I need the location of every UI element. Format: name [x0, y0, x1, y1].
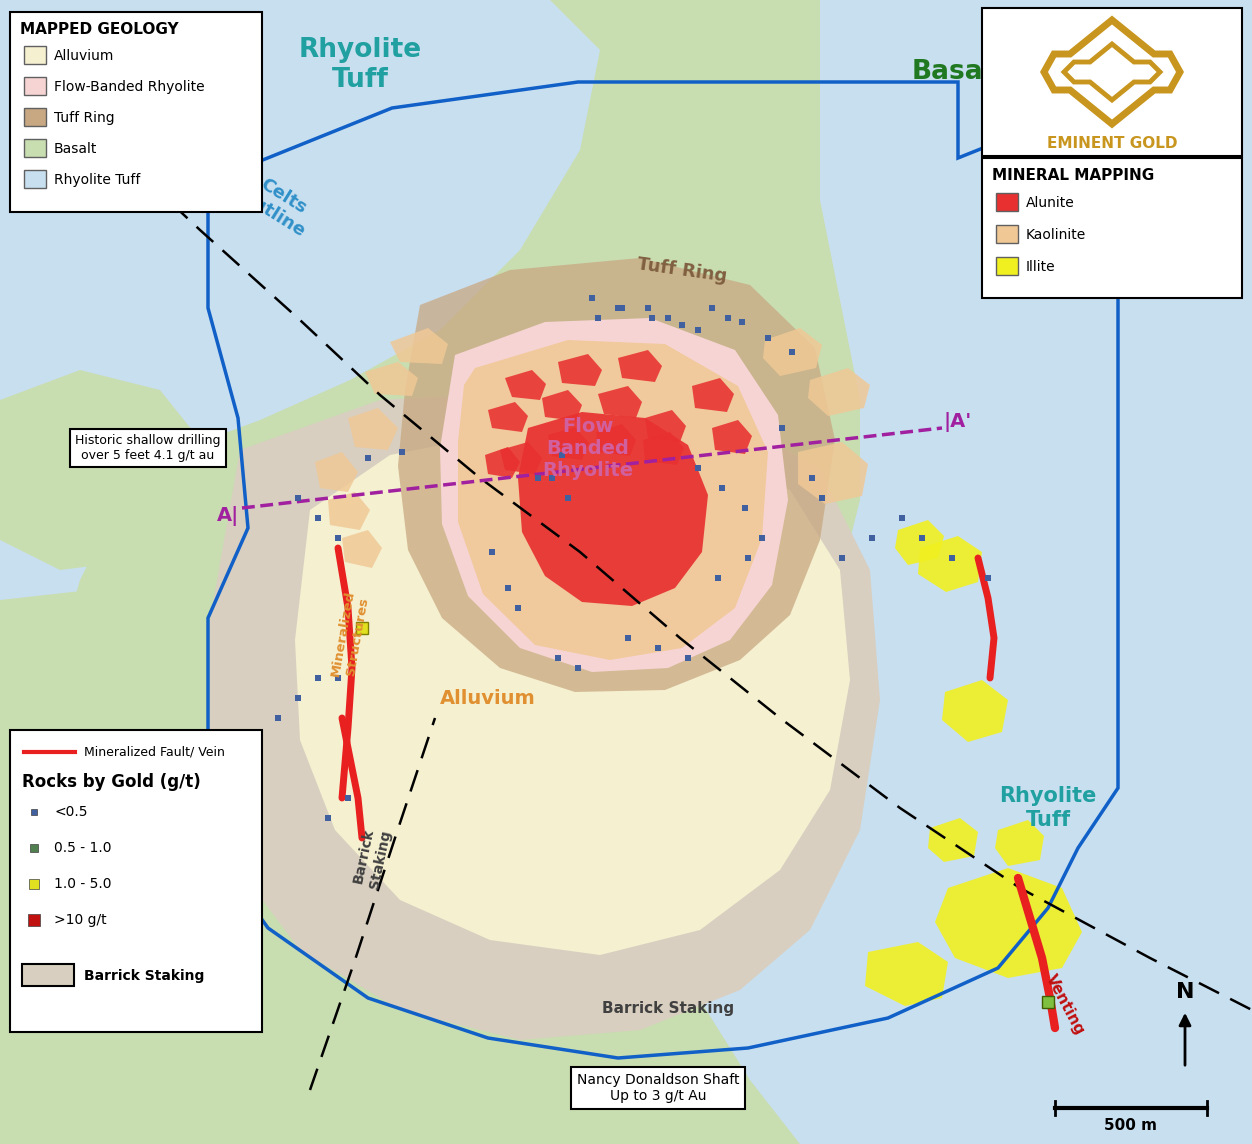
Text: Nancy Donaldson Shaft
Up to 3 g/t Au: Nancy Donaldson Shaft Up to 3 g/t Au	[577, 1073, 739, 1103]
Text: Illite: Illite	[1025, 260, 1055, 275]
Text: Rhyolite
Tuff: Rhyolite Tuff	[999, 786, 1097, 829]
Polygon shape	[995, 820, 1044, 866]
Text: 500 m: 500 m	[1104, 1119, 1158, 1134]
Polygon shape	[439, 318, 788, 672]
FancyBboxPatch shape	[10, 730, 262, 1032]
Polygon shape	[808, 368, 870, 416]
Text: Mineralized
Structures: Mineralized Structures	[328, 589, 372, 681]
Polygon shape	[348, 408, 398, 450]
Text: Historic shallow drilling
over 5 feet 4.1 g/t au: Historic shallow drilling over 5 feet 4.…	[75, 434, 220, 462]
Text: Barrick
Staking: Barrick Staking	[351, 826, 393, 890]
FancyBboxPatch shape	[982, 158, 1242, 297]
Polygon shape	[618, 350, 662, 382]
Polygon shape	[316, 452, 358, 492]
Text: Tuff Ring: Tuff Ring	[636, 255, 729, 285]
Polygon shape	[928, 818, 978, 861]
Text: Rocks by Gold (g/t): Rocks by Gold (g/t)	[23, 773, 200, 791]
Polygon shape	[366, 362, 418, 396]
Polygon shape	[865, 942, 948, 1006]
Text: Venting: Venting	[1043, 972, 1087, 1038]
Text: Basalt: Basalt	[54, 142, 98, 156]
Text: N: N	[1176, 982, 1194, 1002]
Polygon shape	[342, 530, 382, 569]
Text: Rhyolite Tuff: Rhyolite Tuff	[54, 173, 140, 186]
Polygon shape	[542, 390, 582, 421]
Polygon shape	[458, 340, 767, 660]
Text: Tuff Ring: Tuff Ring	[54, 111, 115, 125]
Bar	[24, 46, 46, 64]
Bar	[24, 77, 46, 95]
Text: Alluvium: Alluvium	[441, 689, 536, 707]
Text: Rhyolite
Tuff: Rhyolite Tuff	[298, 37, 422, 93]
Bar	[997, 193, 1018, 210]
Polygon shape	[712, 420, 752, 454]
Polygon shape	[798, 442, 868, 505]
Polygon shape	[935, 868, 1082, 978]
FancyBboxPatch shape	[982, 8, 1242, 156]
Polygon shape	[210, 390, 880, 1040]
Bar	[997, 225, 1018, 243]
Polygon shape	[488, 402, 528, 432]
Polygon shape	[0, 370, 200, 570]
Text: Gold Button Shaft
Up to 33 g/t Au: Gold Button Shaft Up to 33 g/t Au	[63, 753, 187, 784]
Polygon shape	[295, 430, 850, 955]
Polygon shape	[558, 353, 602, 386]
Text: <0.5: <0.5	[54, 805, 88, 819]
Text: >10 g/t: >10 g/t	[54, 913, 106, 927]
Polygon shape	[895, 521, 944, 565]
Polygon shape	[0, 590, 190, 780]
Polygon shape	[692, 378, 734, 412]
Polygon shape	[918, 537, 982, 591]
Text: MINERAL MAPPING: MINERAL MAPPING	[992, 168, 1154, 183]
Bar	[24, 108, 46, 126]
Polygon shape	[645, 410, 686, 442]
Text: EMINENT GOLD: EMINENT GOLD	[1047, 136, 1177, 151]
Polygon shape	[596, 424, 636, 456]
Text: Kaolinite: Kaolinite	[1025, 228, 1087, 243]
Polygon shape	[548, 427, 588, 460]
Polygon shape	[518, 412, 707, 606]
Polygon shape	[680, 0, 1252, 1144]
Polygon shape	[762, 328, 823, 376]
FancyBboxPatch shape	[10, 11, 262, 212]
Bar	[24, 170, 46, 188]
Polygon shape	[391, 328, 448, 364]
Text: 1.0 - 5.0: 1.0 - 5.0	[54, 877, 111, 891]
Polygon shape	[328, 492, 371, 530]
Text: Basalt: Basalt	[18, 732, 86, 752]
Polygon shape	[598, 386, 642, 418]
Text: |A': |A'	[944, 412, 972, 432]
Bar	[23, 964, 74, 986]
Text: Alunite: Alunite	[1025, 196, 1074, 210]
Bar	[997, 257, 1018, 275]
Polygon shape	[942, 680, 1008, 742]
Text: Barrick Staking: Barrick Staking	[602, 1001, 734, 1016]
Text: Flow-Banded Rhyolite: Flow-Banded Rhyolite	[54, 80, 204, 94]
Bar	[24, 140, 46, 157]
Polygon shape	[644, 432, 684, 464]
Polygon shape	[500, 442, 542, 474]
Polygon shape	[505, 370, 546, 400]
Text: Basalt: Basalt	[911, 59, 1004, 85]
Text: Barrick Staking: Barrick Staking	[84, 969, 204, 983]
Text: Mineralized Fault/ Vein: Mineralized Fault/ Vein	[84, 746, 225, 758]
Text: 0.5 - 1.0: 0.5 - 1.0	[54, 841, 111, 855]
Text: MAPPED GEOLOGY: MAPPED GEOLOGY	[20, 23, 179, 38]
Polygon shape	[0, 0, 600, 680]
Polygon shape	[398, 259, 835, 692]
Polygon shape	[485, 447, 520, 478]
Text: Flow
Banded
Rhyolite: Flow Banded Rhyolite	[542, 416, 634, 479]
Text: Celts
Outline: Celts Outline	[237, 169, 319, 241]
Text: Alluvium: Alluvium	[54, 49, 114, 63]
Text: A|: A|	[217, 506, 239, 526]
